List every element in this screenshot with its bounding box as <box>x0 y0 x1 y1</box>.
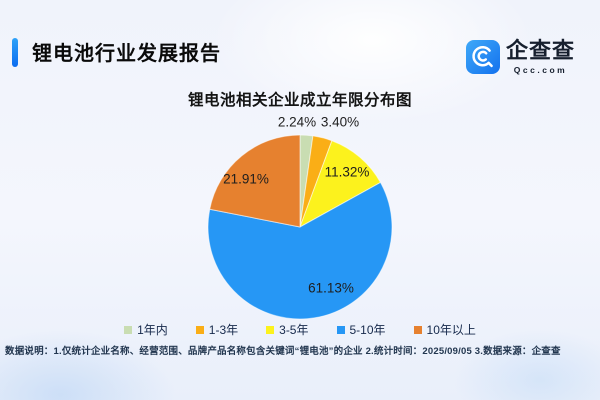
legend-swatch <box>124 325 133 334</box>
qcc-logo-domain: Qcc.com <box>513 65 568 75</box>
legend-item-3-5年: 3-5年 <box>266 321 309 338</box>
legend-label: 5-10年 <box>349 323 386 337</box>
legend-swatch <box>336 325 345 334</box>
legend-swatch <box>413 325 422 334</box>
legend-label: 10年以上 <box>426 323 476 337</box>
pie-percent-label-1-3年: 3.40% <box>320 114 360 130</box>
pie-percent-label-5-10年: 61.13% <box>308 280 354 296</box>
chart-legend: 1年内 1-3年 3-5年 5-10年 10年以上 <box>0 321 600 338</box>
pie-percent-label-1年内: 2.24% <box>277 114 317 130</box>
legend-label: 1-3年 <box>208 323 239 337</box>
qcc-logo: 企查查 Qcc.com <box>466 40 575 79</box>
data-source-note: 数据说明：1.仅统计企业名称、经营范围、品牌产品名称包含关键词“锂电池”的企业 … <box>5 346 561 357</box>
legend-item-1年内: 1年内 <box>124 321 168 338</box>
pie-percent-label-10年以上: 21.91% <box>223 171 269 187</box>
report-title: 锂电池行业发展报告 <box>32 43 221 65</box>
pie-svg <box>207 134 393 320</box>
pie-percent-label-3-5年: 11.32% <box>324 164 370 180</box>
pie-slice-5-10年 <box>207 181 393 320</box>
legend-label: 3-5年 <box>279 323 309 337</box>
qcc-logo-name: 企查查 <box>506 38 576 63</box>
legend-item-5-10年: 5-10年 <box>336 321 386 338</box>
chart-title: 锂电池相关企业成立年限分布图 <box>187 92 412 109</box>
title-accent-bar <box>12 38 18 67</box>
pie-slice-10年以上 <box>209 134 301 228</box>
legend-item-1-3年: 1-3年 <box>195 321 239 338</box>
legend-item-10年以上: 10年以上 <box>413 321 476 338</box>
legend-label: 1年内 <box>137 323 168 337</box>
legend-swatch <box>266 325 275 334</box>
legend-swatch <box>195 325 204 334</box>
pie-slice-3-5年 <box>299 140 382 228</box>
qcc-logo-icon <box>466 40 500 79</box>
